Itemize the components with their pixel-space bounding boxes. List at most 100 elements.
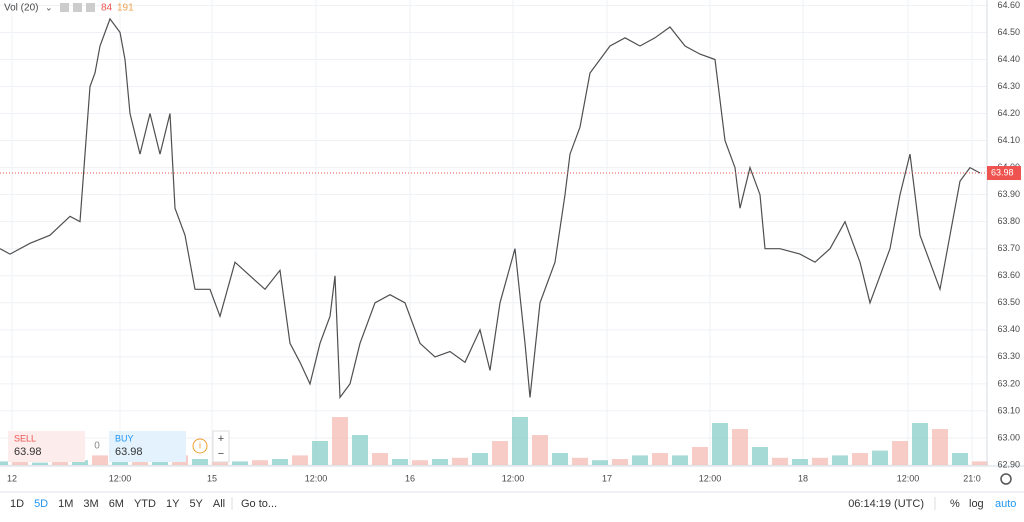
minus: − — [218, 448, 224, 460]
volume-bar — [272, 459, 288, 465]
range-button[interactable]: 3M — [83, 498, 98, 510]
volume-bar — [0, 461, 8, 465]
volume-bar — [692, 447, 708, 465]
volume-bar — [912, 423, 928, 465]
icon-close[interactable] — [86, 3, 95, 12]
volume-bar — [892, 441, 908, 465]
qty-stepper[interactable] — [212, 430, 230, 463]
volume-bar — [212, 461, 228, 465]
y-tick-label: 64.50 — [997, 27, 1020, 37]
volume-bar — [672, 455, 688, 465]
volume-bar — [592, 460, 608, 465]
volume-bar — [872, 450, 888, 465]
volume-bar — [292, 455, 308, 465]
range-button[interactable]: YTD — [134, 498, 156, 510]
settings-icon[interactable] — [1000, 473, 1012, 485]
volume-bar — [832, 455, 848, 465]
range-button[interactable]: 1Y — [166, 498, 180, 510]
range-button[interactable]: 1M — [58, 498, 73, 510]
range-button[interactable]: 1D — [10, 498, 24, 510]
volume-bar — [252, 460, 268, 465]
sell-button[interactable] — [8, 431, 85, 462]
clock: 06:14:19 (UTC) — [848, 498, 924, 510]
volume-bar — [952, 453, 968, 465]
volume-bar — [972, 461, 988, 465]
last-price-tag — [987, 166, 1021, 181]
buy-price: 63.98 — [115, 446, 143, 458]
log-toggle[interactable]: log — [969, 498, 984, 510]
x-tick-label: 12:00 — [305, 473, 328, 483]
y-tick-label: 63.50 — [997, 297, 1020, 307]
percent-toggle[interactable]: % — [950, 498, 960, 510]
trade-widget: SELL 63.98 0 BUY 63.98 i + − — [8, 430, 230, 463]
volume-bar — [352, 435, 368, 465]
range-button[interactable]: 6M — [109, 498, 124, 510]
range-button[interactable]: 5D — [34, 498, 48, 510]
volume-bar — [492, 441, 508, 465]
y-tick-label: 63.20 — [997, 378, 1020, 388]
y-tick-label: 63.60 — [997, 270, 1020, 280]
y-tick-label: 63.80 — [997, 216, 1020, 226]
sell-price: 63.98 — [14, 446, 42, 458]
y-tick-label: 63.00 — [997, 432, 1020, 442]
volume-bar — [372, 453, 388, 465]
volume-bar — [612, 459, 628, 465]
buy-button[interactable] — [109, 431, 186, 462]
volume-bar — [772, 457, 788, 465]
y-tick-label: 63.70 — [997, 243, 1020, 253]
volume-bar — [432, 459, 448, 465]
volume-bar — [572, 457, 588, 465]
goto[interactable]: Go to... — [241, 498, 277, 510]
auto-toggle[interactable]: auto — [995, 498, 1016, 510]
x-tick-label: 16 — [405, 473, 415, 483]
volume-bar — [812, 457, 828, 465]
volume-bar — [392, 459, 408, 465]
sell-label: SELL — [14, 433, 36, 443]
x-tick-label: 12:00 — [109, 473, 132, 483]
volume-bar — [332, 417, 348, 465]
last-price-label: 63.98 — [991, 167, 1014, 177]
plus: + — [218, 433, 224, 445]
volume-bar — [732, 429, 748, 465]
volume-bar — [512, 417, 528, 465]
buy-label: BUY — [115, 433, 134, 443]
icon-eye[interactable] — [60, 3, 69, 12]
volume-bar — [72, 460, 88, 465]
y-tick-label: 63.30 — [997, 351, 1020, 361]
range-button[interactable]: All — [213, 498, 225, 510]
info-text: i — [199, 440, 201, 450]
y-tick-label: 64.20 — [997, 108, 1020, 118]
volume-bar — [472, 453, 488, 465]
volume-bar — [192, 459, 208, 465]
volume-bar — [452, 457, 468, 465]
y-tick-label: 63.10 — [997, 405, 1020, 415]
y-tick-label: 62.90 — [997, 459, 1020, 469]
indicator-value: 191 — [117, 3, 134, 14]
volume-bar — [852, 453, 868, 465]
indicator-name: Vol (20) — [4, 3, 38, 14]
y-tick-label: 63.40 — [997, 324, 1020, 334]
spread: 0 — [94, 441, 100, 452]
volume-bar — [752, 447, 768, 465]
x-tick-label: 15 — [207, 473, 217, 483]
y-tick-label: 63.90 — [997, 189, 1020, 199]
y-tick-label: 64.30 — [997, 81, 1020, 91]
indicator-value: 84 — [101, 3, 113, 14]
volume-bar — [12, 461, 28, 465]
volume-bar — [532, 435, 548, 465]
volume-bar — [552, 453, 568, 465]
indicator-arrow: ⌄ — [45, 2, 53, 12]
volume-bar — [412, 460, 428, 465]
volume-bar — [32, 462, 48, 465]
x-tick-label: 12:00 — [897, 473, 920, 483]
x-tick-label: 12:00 — [699, 473, 722, 483]
price-line — [0, 17, 981, 400]
volume-bar — [92, 455, 108, 465]
volume-bar — [712, 423, 728, 465]
icon-settings[interactable] — [73, 3, 82, 12]
info-icon[interactable] — [192, 438, 208, 454]
volume-bar — [312, 441, 328, 465]
volume-bar — [792, 459, 808, 465]
range-button[interactable]: 5Y — [189, 498, 203, 510]
